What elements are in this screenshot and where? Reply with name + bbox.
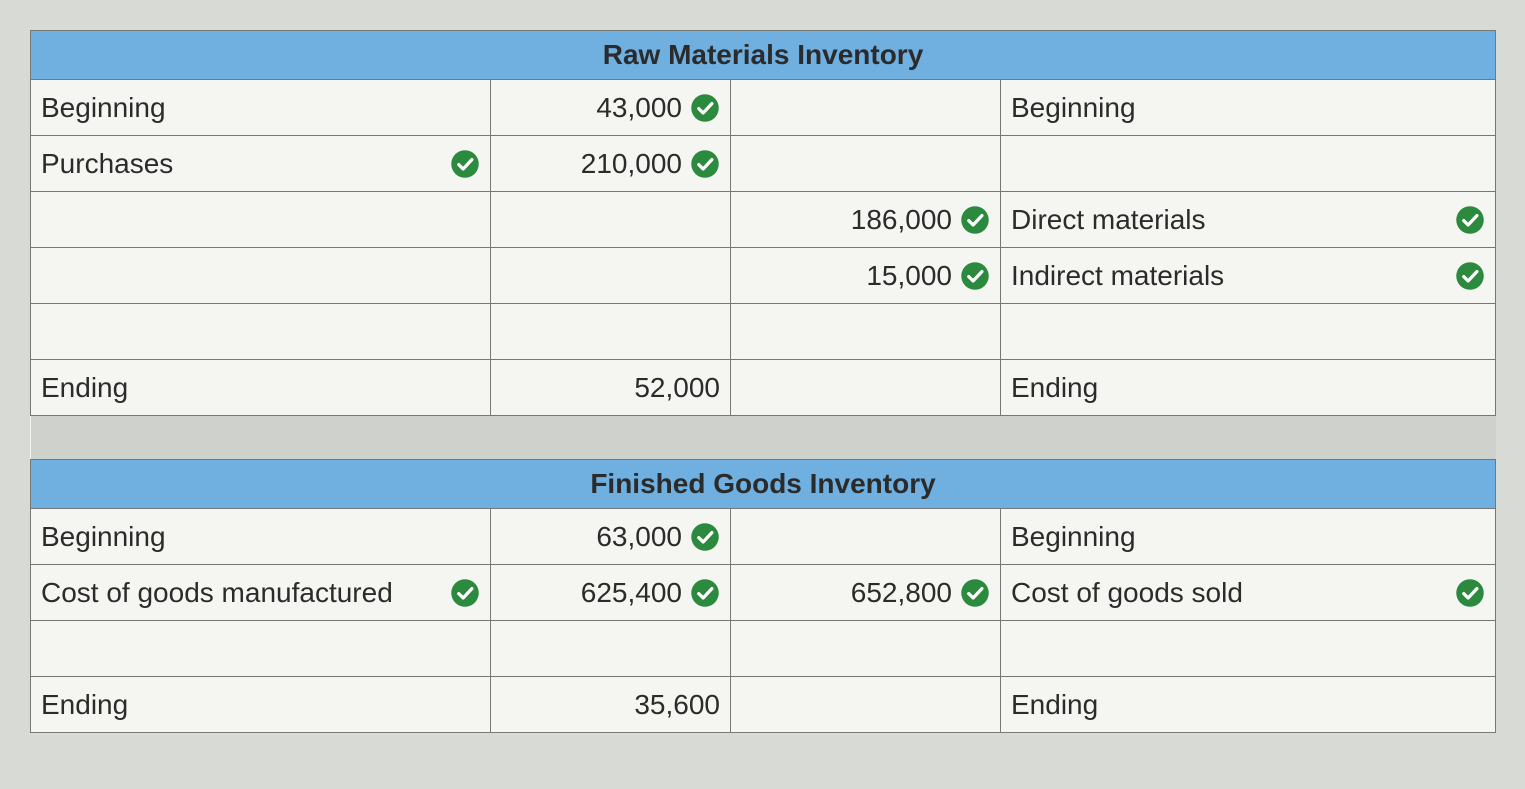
credit-value: 15,000 xyxy=(866,260,952,292)
debit-cell: 210,000 xyxy=(491,136,731,192)
right-label-cell xyxy=(1001,304,1496,360)
debit-cell xyxy=(491,192,731,248)
debit-cell xyxy=(491,248,731,304)
raw-materials-header: Raw Materials Inventory xyxy=(31,31,1496,80)
check-icon xyxy=(450,578,480,608)
right-label: Ending xyxy=(1011,689,1098,721)
right-label-cell: Cost of goods sold xyxy=(1001,565,1496,621)
right-label-cell xyxy=(1001,136,1496,192)
right-label-cell: Direct materials xyxy=(1001,192,1496,248)
left-label-cell: Cost of goods manufactured xyxy=(31,565,491,621)
check-icon xyxy=(690,578,720,608)
check-icon xyxy=(690,149,720,179)
table-row: Beginning 43,000 Beginning xyxy=(31,80,1496,136)
debit-cell: 43,000 xyxy=(491,80,731,136)
left-label-cell: Beginning xyxy=(31,80,491,136)
left-label: Beginning xyxy=(41,521,166,553)
table-row: Ending 52,000 Ending xyxy=(31,360,1496,416)
right-label-cell xyxy=(1001,621,1496,677)
debit-cell: 52,000 xyxy=(491,360,731,416)
debit-cell xyxy=(491,304,731,360)
left-label-cell: Ending xyxy=(31,677,491,733)
left-label-cell: Beginning xyxy=(31,509,491,565)
debit-cell: 35,600 xyxy=(491,677,731,733)
table-row: Beginning 63,000 Beginning xyxy=(31,509,1496,565)
check-icon xyxy=(690,93,720,123)
left-label-cell xyxy=(31,192,491,248)
credit-value: 652,800 xyxy=(851,577,952,609)
debit-value: 63,000 xyxy=(596,521,682,553)
table-row: Purchases 210,000 xyxy=(31,136,1496,192)
finished-goods-header: Finished Goods Inventory xyxy=(31,460,1496,509)
credit-cell: 652,800 xyxy=(731,565,1001,621)
credit-cell xyxy=(731,677,1001,733)
credit-cell xyxy=(731,136,1001,192)
left-label: Ending xyxy=(41,689,128,721)
t-account-tables: Raw Materials InventoryBeginning43,000Be… xyxy=(30,30,1495,733)
debit-value: 43,000 xyxy=(596,92,682,124)
right-label-cell: Ending xyxy=(1001,677,1496,733)
right-label-cell: Ending xyxy=(1001,360,1496,416)
check-icon xyxy=(1455,205,1485,235)
credit-cell xyxy=(731,621,1001,677)
left-label: Purchases xyxy=(41,148,173,180)
right-label: Indirect materials xyxy=(1011,260,1224,292)
debit-value: 35,600 xyxy=(634,689,720,721)
credit-cell: 15,000 xyxy=(731,248,1001,304)
table-row xyxy=(31,621,1496,677)
right-label: Ending xyxy=(1011,372,1098,404)
section-spacer xyxy=(31,416,1496,460)
right-label: Direct materials xyxy=(1011,204,1205,236)
credit-cell xyxy=(731,304,1001,360)
right-label: Beginning xyxy=(1011,92,1136,124)
right-label: Beginning xyxy=(1011,521,1136,553)
check-icon xyxy=(960,205,990,235)
table-row xyxy=(31,304,1496,360)
left-label: Cost of goods manufactured xyxy=(41,577,393,609)
right-label-cell: Beginning xyxy=(1001,509,1496,565)
right-label-cell: Beginning xyxy=(1001,80,1496,136)
left-label: Beginning xyxy=(41,92,166,124)
credit-cell xyxy=(731,360,1001,416)
debit-value: 625,400 xyxy=(581,577,682,609)
right-label-cell: Indirect materials xyxy=(1001,248,1496,304)
table-row: Cost of goods manufactured 625,400 652,800… xyxy=(31,565,1496,621)
check-icon xyxy=(450,149,480,179)
left-label: Ending xyxy=(41,372,128,404)
credit-cell: 186,000 xyxy=(731,192,1001,248)
table-row: Ending 35,600 Ending xyxy=(31,677,1496,733)
credit-value: 186,000 xyxy=(851,204,952,236)
check-icon xyxy=(690,522,720,552)
check-icon xyxy=(1455,261,1485,291)
check-icon xyxy=(960,578,990,608)
debit-value: 52,000 xyxy=(634,372,720,404)
left-label-cell: Ending xyxy=(31,360,491,416)
left-label-cell xyxy=(31,304,491,360)
credit-cell xyxy=(731,80,1001,136)
debit-cell: 625,400 xyxy=(491,565,731,621)
check-icon xyxy=(960,261,990,291)
debit-cell: 63,000 xyxy=(491,509,731,565)
left-label-cell xyxy=(31,621,491,677)
credit-cell xyxy=(731,509,1001,565)
check-icon xyxy=(1455,578,1485,608)
debit-cell xyxy=(491,621,731,677)
debit-value: 210,000 xyxy=(581,148,682,180)
left-label-cell: Purchases xyxy=(31,136,491,192)
table-row: 15,000 Indirect materials xyxy=(31,248,1496,304)
left-label-cell xyxy=(31,248,491,304)
table-row: 186,000 Direct materials xyxy=(31,192,1496,248)
right-label: Cost of goods sold xyxy=(1011,577,1243,609)
